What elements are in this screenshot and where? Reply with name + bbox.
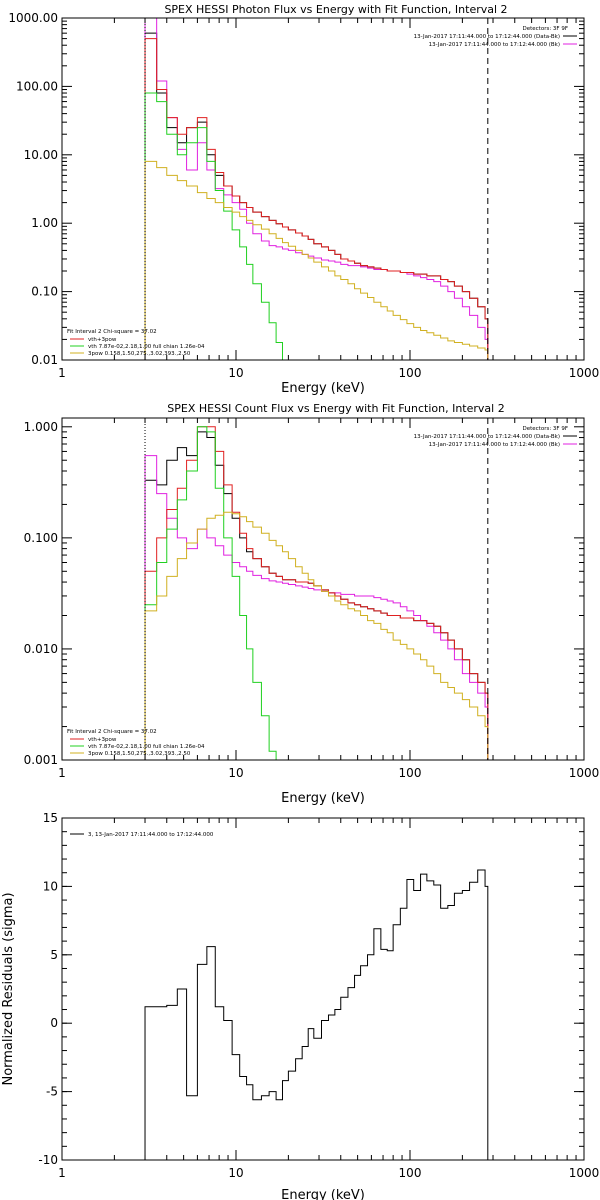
axis-ticks-2: 1 10 100 1000 -10 -5 0 5 10 15 — [38, 811, 599, 1180]
residuals-plot — [144, 869, 489, 1160]
x-tick-label: 10 — [228, 366, 243, 380]
series-3pow — [144, 511, 489, 760]
y-tick-label: -10 — [38, 1153, 58, 1167]
x-tick-label: 100 — [399, 1166, 422, 1180]
count-legend-3pow: 3pow 0.158,1.50,275.,3.02,393.,2.50 — [88, 751, 191, 757]
photon-legend-vth3pow: vth+3pow — [88, 337, 117, 343]
residuals-panel: Energy (keV) Normalized Residuals (sigma… — [1, 811, 599, 1200]
series-vth-3pow — [144, 426, 489, 760]
y-tick-label: 1.000 — [24, 420, 58, 434]
x-tick-label: 100 — [399, 366, 422, 380]
series-data-bk — [144, 431, 489, 760]
axis-ticks-1: 1 10 100 1000 0.001 0.010 0.100 1.000 — [24, 418, 600, 780]
count-legend-vth: vth 7.87e-02,2.18,1.00 full chian 1.26e-… — [88, 744, 205, 750]
photon-legend-fit-header: Fit Interval 2 Chi-square = 37.02 — [67, 329, 157, 335]
photon-flux-frame — [61, 17, 585, 361]
count-legend-entry-data: 13-Jan-2017 17:11:44.000 to 17:12:44.000… — [414, 434, 560, 440]
y-tick-label: 10 — [43, 879, 58, 893]
photon-flux-xlabel: Energy (keV) — [281, 381, 365, 396]
residuals-legend: 3, 13-Jan-2017 17:11:44.000 to 17:12:44.… — [88, 832, 214, 838]
y-tick-label: 100.00 — [16, 79, 58, 93]
x-tick-label: 10 — [228, 1166, 243, 1180]
photon-legend-3pow: 3pow 0.158,1.50,275.,3.02,393.,2.50 — [88, 351, 191, 357]
residuals-xlabel: Energy (keV) — [281, 1188, 365, 1200]
photon-legend-entry-bk: 13-Jan-2017 17:11:44.000 to 17:12:44.000… — [429, 42, 560, 48]
residuals-frame — [61, 817, 585, 1161]
count-flux-legend-bottom-left: Fit Interval 2 Chi-square = 37.02 vth+3p… — [67, 729, 205, 757]
y-tick-label: 0.100 — [24, 531, 58, 545]
y-tick-label: 0.001 — [24, 753, 58, 767]
photon-legend-vth: vth 7.87e-02,2.18,1.00 full chian 1.26e-… — [88, 344, 205, 350]
count-flux-title: SPEX HESSI Count Flux vs Energy with Fit… — [167, 402, 504, 415]
x-tick-label: 1 — [58, 366, 66, 380]
y-tick-label: 0.010 — [24, 642, 58, 656]
residuals-ylabel: Normalized Residuals (sigma) — [1, 892, 16, 1085]
count-legend-vth3pow: vth+3pow — [88, 737, 117, 743]
count-flux-xlabel: Energy (keV) — [281, 791, 365, 806]
y-tick-label: 1.00 — [31, 216, 58, 230]
count-legend-header: Detectors: 3F 9F — [522, 426, 568, 432]
y-tick-label: 0.10 — [31, 285, 58, 299]
photon-flux-panel: SPEX HESSI Photon Flux vs Energy with Fi… — [8, 3, 599, 396]
photon-flux-title: SPEX HESSI Photon Flux vs Energy with Fi… — [164, 3, 507, 16]
photon-legend-header: Detectors: 3F 9F — [522, 26, 568, 32]
x-tick-label: 1000 — [569, 366, 600, 380]
series-residuals — [144, 869, 489, 1160]
photon-flux-plot — [144, 18, 489, 360]
count-legend-fit-header: Fit Interval 2 Chi-square = 37.02 — [67, 729, 157, 735]
series-vth — [144, 92, 283, 360]
photon-flux-legend-bottom-left: Fit Interval 2 Chi-square = 37.02 vth+3p… — [67, 329, 205, 357]
axis-ticks-0: 1 10 100 1000 0.01 0.10 1.00 10.00 100.00 1000.00 — [8, 11, 599, 380]
series-bk — [144, 455, 489, 760]
series-bk — [144, 18, 489, 360]
series-vth — [144, 426, 277, 760]
x-tick-label: 1 — [58, 766, 66, 780]
residuals-legend-entry: 3, 13-Jan-2017 17:11:44.000 to 17:12:44.… — [88, 832, 214, 838]
x-tick-label: 1 — [58, 1166, 66, 1180]
count-flux-panel: SPEX HESSI Count Flux vs Energy with Fit… — [24, 402, 600, 806]
y-tick-label: 0.01 — [31, 353, 58, 367]
series-data-bk — [144, 32, 489, 360]
x-tick-label: 100 — [399, 766, 422, 780]
series-3pow — [144, 160, 489, 360]
x-tick-label: 1000 — [569, 1166, 600, 1180]
x-tick-label: 1000 — [569, 766, 600, 780]
y-tick-label: 1000.00 — [8, 11, 58, 25]
count-flux-plot — [144, 418, 489, 760]
photon-legend-entry-data: 13-Jan-2017 17:11:44.000 to 17:12:44.000… — [414, 34, 560, 40]
count-flux-frame — [61, 417, 585, 761]
y-tick-label: 0 — [50, 1016, 58, 1030]
y-tick-label: -5 — [46, 1085, 58, 1099]
y-tick-label: 10.00 — [24, 148, 58, 162]
photon-flux-legend-top-right: Detectors: 3F 9F 13-Jan-2017 17:11:44.00… — [414, 26, 568, 48]
series-vth-3pow — [144, 38, 489, 360]
count-legend-entry-bk: 13-Jan-2017 17:11:44.000 to 17:12:44.000… — [429, 442, 560, 448]
y-tick-label: 5 — [50, 948, 58, 962]
count-flux-legend-top-right: Detectors: 3F 9F 13-Jan-2017 17:11:44.00… — [414, 426, 568, 448]
x-tick-label: 10 — [228, 766, 243, 780]
y-tick-label: 15 — [43, 811, 58, 825]
